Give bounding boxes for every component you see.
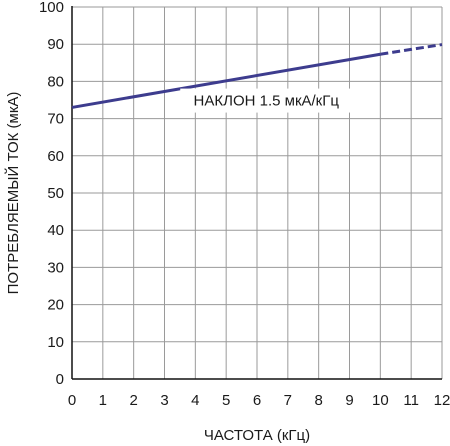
x-tick-label: 5: [222, 392, 230, 409]
x-tick-label: 1: [99, 392, 107, 409]
y-tick-label: 60: [47, 148, 64, 165]
y-tick-label: 70: [47, 111, 64, 128]
x-tick-label: 8: [314, 392, 322, 409]
x-tick-label: 0: [68, 392, 76, 409]
y-tick-label: 80: [47, 73, 64, 90]
x-tick-labels: 0 1 2 3 4 5 6 7 8 9 10 11 12: [68, 392, 450, 409]
x-axis-label: ЧАСТОТА (кГц): [204, 427, 310, 444]
y-tick-label: 100: [39, 0, 64, 16]
y-tick-label: 30: [47, 259, 64, 276]
y-tick-label: 20: [47, 297, 64, 314]
x-tick-label: 11: [403, 392, 419, 409]
y-tick-label: 40: [47, 222, 64, 239]
slope-annotation: НАКЛОН 1.5 мкА/кГц: [194, 93, 340, 110]
annotation-group: НАКЛОН 1.5 мкА/кГц: [180, 88, 353, 113]
y-tick-labels: 0 10 20 30 40 50 60 70 80 90 100: [39, 0, 64, 388]
x-tick-label: 4: [191, 392, 199, 409]
extrapolated-line: [380, 43, 443, 56]
grid: [71, 6, 443, 380]
x-tick-label: 2: [129, 392, 137, 409]
series-group: [71, 43, 443, 109]
y-tick-label: 10: [47, 334, 64, 351]
y-tick-label: 0: [56, 371, 64, 388]
x-tick-label: 6: [253, 392, 261, 409]
y-tick-label: 50: [47, 185, 64, 202]
y-tick-label: 90: [47, 36, 64, 53]
x-tick-label: 7: [284, 392, 292, 409]
axes: [71, 6, 442, 380]
x-tick-label: 9: [345, 392, 353, 409]
x-tick-label: 3: [160, 392, 168, 409]
y-axis-label: ПОТРЕБЛЯЕМЫЙ ТОК (мкА): [4, 92, 22, 295]
annotation-background: [180, 88, 353, 113]
current-line: [71, 52, 381, 109]
x-tick-label: 10: [372, 392, 389, 409]
x-tick-label: 12: [434, 392, 450, 409]
